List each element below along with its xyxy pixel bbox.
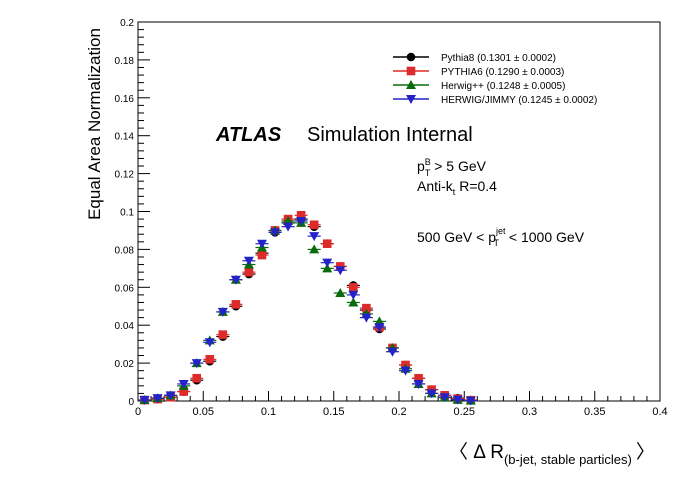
legend-item: PYTHIA6 (0.1290 ± 0.0003) xyxy=(393,66,564,78)
x-tick-label: 0.35 xyxy=(584,406,605,418)
atlas-label: ATLAS xyxy=(215,124,282,146)
data-point xyxy=(270,228,281,238)
data-point xyxy=(452,395,463,405)
data-point xyxy=(204,338,215,348)
data-point xyxy=(322,258,333,268)
legend-label: HERWIG/JIMMY (0.1245 ± 0.0002) xyxy=(441,95,597,106)
y-tick-label: 0.04 xyxy=(115,321,135,332)
x-tick-label: 0.3 xyxy=(522,406,537,418)
series-triangle-down xyxy=(138,216,478,406)
legend-label: Herwig++ (0.1248 ± 0.0005) xyxy=(441,81,565,92)
y-tick-label: 0.1 xyxy=(120,208,134,219)
legend-marker xyxy=(406,80,416,89)
y-tick-label: 0 xyxy=(128,397,134,408)
x-tick-label: 0.15 xyxy=(323,406,344,418)
data-point xyxy=(256,239,267,249)
legend: Pythia8 (0.1301 ± 0.0002) PYTHIA6 (0.1290… xyxy=(393,52,597,106)
data-point xyxy=(309,220,319,230)
data-point xyxy=(257,250,267,260)
data-point xyxy=(465,396,476,406)
y-tick-label: 0.16 xyxy=(115,94,135,105)
x-axis-label-main: 〈 Δ R xyxy=(449,441,504,463)
y-axis: 0 0.02 0.04 0.06 0.08 0.1 0.12 0.14 0.16 0.18 0.2 xyxy=(115,18,150,408)
data-point xyxy=(348,297,359,307)
ptb-cut-label: pB T > 5 GeV xyxy=(417,157,487,178)
legend-item: Pythia8 (0.1301 ± 0.0002) xyxy=(393,52,556,64)
data-point xyxy=(296,216,307,226)
data-point xyxy=(349,283,358,292)
data-point xyxy=(178,379,189,389)
data-point xyxy=(218,330,228,339)
y-tick-label: 0.18 xyxy=(115,56,135,67)
x-axis: 0 0.05 0.1 0.15 0.2 0.25 0.3 0.35 0.4 xyxy=(135,391,668,418)
data-point xyxy=(387,347,398,357)
data-point xyxy=(217,307,228,317)
data-point xyxy=(374,323,385,333)
y-tick-label: 0.06 xyxy=(115,283,135,294)
x-axis-label-sub: (b-jet, stable particles) xyxy=(504,452,632,467)
legend-marker xyxy=(406,95,416,104)
legend-label: Pythia8 (0.1301 ± 0.0002) xyxy=(441,53,556,64)
data-point xyxy=(243,256,254,266)
data-point xyxy=(231,300,241,309)
data-point xyxy=(139,396,150,406)
x-tick-label: 0.05 xyxy=(193,406,214,418)
x-tick-label: 0.1 xyxy=(261,406,276,418)
y-tick-label: 0.02 xyxy=(115,359,135,370)
data-point xyxy=(322,263,333,273)
x-tick-label: 0 xyxy=(135,406,141,418)
data-point xyxy=(362,303,371,313)
data-point xyxy=(335,266,346,276)
data-series xyxy=(138,210,478,406)
data-point xyxy=(152,394,163,404)
y-tick-label: 0.08 xyxy=(115,245,135,256)
x-tick-label: 0.2 xyxy=(391,406,406,418)
x-tick-label: 0.25 xyxy=(454,406,475,418)
data-point xyxy=(165,391,176,401)
x-axis-label: 〈 Δ R(b-jet, stable particles) 〉 xyxy=(449,441,655,467)
legend-label: PYTHIA6 (0.1290 ± 0.0003) xyxy=(441,67,564,78)
x-axis-label-close: 〉 xyxy=(636,441,655,463)
y-tick-label: 0.14 xyxy=(115,132,135,143)
data-point xyxy=(192,373,202,383)
data-point xyxy=(244,267,254,277)
legend-item: HERWIG/JIMMY (0.1245 ± 0.0002) xyxy=(393,95,597,106)
data-point xyxy=(283,222,294,232)
legend-item: Herwig++ (0.1248 ± 0.0005) xyxy=(393,80,565,92)
simulation-label: Simulation Internal xyxy=(307,124,473,146)
ptjet-cut-label: 500 GeV < pjet T < 1000 GeV xyxy=(417,226,585,248)
data-point xyxy=(205,355,215,364)
plot-frame xyxy=(137,21,661,402)
y-tick-label: 0.2 xyxy=(120,18,134,29)
legend-marker xyxy=(406,52,416,62)
data-point xyxy=(400,366,411,376)
data-point xyxy=(413,379,424,389)
data-point xyxy=(335,287,346,297)
data-point xyxy=(426,389,437,399)
legend-marker xyxy=(406,66,416,76)
x-tick-label: 0.4 xyxy=(652,406,667,418)
y-tick-label: 0.12 xyxy=(115,170,135,181)
data-point xyxy=(179,387,188,396)
data-point xyxy=(309,244,320,254)
data-point xyxy=(191,359,202,369)
data-point xyxy=(348,290,359,300)
data-point xyxy=(361,313,372,323)
y-axis-label: Equal Area Normalization xyxy=(85,28,104,220)
antikt-label: Anti-kt R=0.4 xyxy=(417,178,497,197)
data-point xyxy=(439,393,450,403)
data-point xyxy=(322,239,332,249)
data-point xyxy=(296,210,306,220)
data-point xyxy=(414,373,423,383)
data-point xyxy=(309,232,320,242)
data-point xyxy=(230,275,241,285)
